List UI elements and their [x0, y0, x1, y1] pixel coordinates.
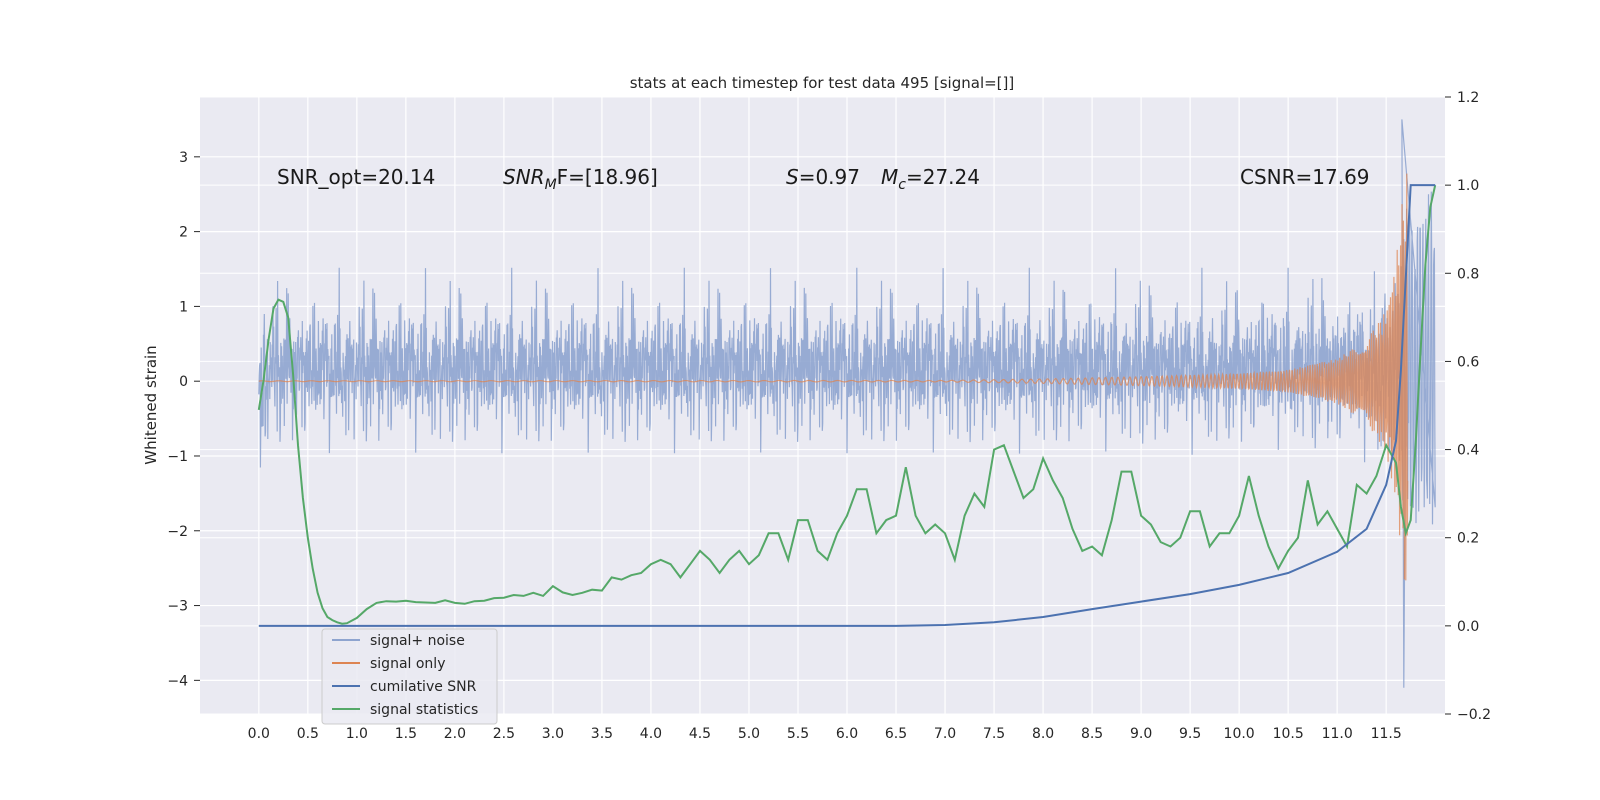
y-tick-label: 3: [179, 150, 188, 166]
x-tick-label: 2.0: [444, 726, 466, 742]
y-tick-label: −3: [167, 599, 188, 615]
annotation-snr-mf-sub: M: [545, 177, 557, 193]
y2-tick-label: 0.8: [1457, 266, 1479, 282]
y-axis-left: 3 2 1 0 −1 −2 −3 −4: [167, 150, 200, 689]
y-tick-label: 0: [179, 374, 188, 390]
y-axis-title: Whitened strain: [142, 345, 160, 464]
annotation-snr-opt: SNR_opt=20.14: [277, 165, 435, 189]
x-tick-label: 8.0: [1032, 726, 1054, 742]
series-cumilative-snr: [258, 184, 1436, 627]
y2-tick-label: 0.0: [1457, 619, 1479, 635]
line-signal-noise: [258, 119, 1436, 688]
x-tick-label: 11.0: [1322, 726, 1353, 742]
y-tick-label: −4: [167, 673, 188, 689]
legend-label: signal only: [370, 656, 445, 672]
legend-label: signal statistics: [370, 702, 478, 718]
line-signal-only: [258, 173, 1409, 581]
y2-tick-label: 0.4: [1457, 443, 1479, 459]
series-signal-only: [258, 173, 1409, 581]
annotation-csnr: CSNR=17.69: [1240, 165, 1370, 189]
legend: signal+ noise signal only cumilative SNR si…: [321, 628, 498, 725]
line-signal-statistics: [257, 184, 1437, 625]
annotation-mc: Mc=27.24: [881, 165, 980, 193]
x-tick-label: 2.5: [493, 726, 515, 742]
chart-title: stats at each timestep for test data 495…: [630, 74, 1015, 92]
x-tick-label: 10.5: [1273, 726, 1304, 742]
y2-tick-label: 1.0: [1457, 178, 1479, 194]
x-tick-label: 6.0: [836, 726, 858, 742]
x-tick-label: 5.0: [738, 726, 760, 742]
x-tick-label: 7.5: [983, 726, 1005, 742]
x-tick-label: 0.5: [297, 726, 319, 742]
annotation-s-italic: S: [786, 165, 799, 189]
line-cumilative-snr: [258, 184, 1436, 627]
annotation-snr-mf: SNRMF=[18.96]: [503, 165, 658, 193]
annotation-snr-mf-rest: F=[18.96]: [557, 165, 658, 189]
x-tick-label: 4.5: [689, 726, 711, 742]
x-tick-label: 0.0: [248, 726, 270, 742]
y2-tick-label: 0.6: [1457, 354, 1479, 370]
x-tick-label: 10.0: [1224, 726, 1255, 742]
y-tick-label: 1: [179, 299, 188, 315]
x-tick-label: 3.0: [542, 726, 564, 742]
annotation-mc-rest: =27.24: [906, 165, 980, 189]
y-tick-label: −2: [167, 524, 188, 540]
x-tick-label: 4.0: [640, 726, 662, 742]
x-tick-label: 1.0: [346, 726, 368, 742]
annotations: SNR_opt=20.14 SNRMF=[18.96] S=0.97 Mc=27…: [277, 165, 1370, 193]
legend-box: [321, 628, 498, 725]
legend-label: signal+ noise: [370, 633, 465, 649]
y2-tick-label: −0.2: [1457, 707, 1491, 723]
x-axis: 0.0 0.5 1.0 1.5 2.0 2.5 3.0 3.5 4.0 4.5 5.0 5.5 6.0 6…: [248, 726, 1402, 742]
x-tick-label: 5.5: [787, 726, 809, 742]
x-tick-label: 1.5: [395, 726, 417, 742]
annotation-snr-mf-italic: SNR: [503, 165, 545, 189]
x-tick-label: 3.5: [591, 726, 613, 742]
annotation-s: S=0.97: [786, 165, 860, 189]
x-tick-label: 9.5: [1179, 726, 1201, 742]
legend-label: cumilative SNR: [370, 679, 477, 695]
x-tick-label: 9.0: [1130, 726, 1152, 742]
annotation-mc-italic: M: [881, 165, 898, 189]
y-axis-right: 1.2 1.0 0.8 0.6 0.4 0.2 0.0 −0.2: [1445, 90, 1491, 723]
x-tick-label: 8.5: [1081, 726, 1103, 742]
annotation-mc-sub: c: [898, 177, 906, 193]
x-tick-label: 7.0: [934, 726, 956, 742]
annotation-s-rest: =0.97: [799, 165, 860, 189]
y2-tick-label: 0.2: [1457, 531, 1479, 547]
series-signal-statistics: [257, 184, 1437, 625]
x-tick-label: 11.5: [1371, 726, 1402, 742]
y2-tick-label: 1.2: [1457, 90, 1479, 106]
y-tick-label: −1: [167, 449, 188, 465]
y-tick-label: 2: [179, 225, 188, 241]
series-signal-noise: [258, 119, 1436, 688]
x-tick-label: 6.5: [885, 726, 907, 742]
